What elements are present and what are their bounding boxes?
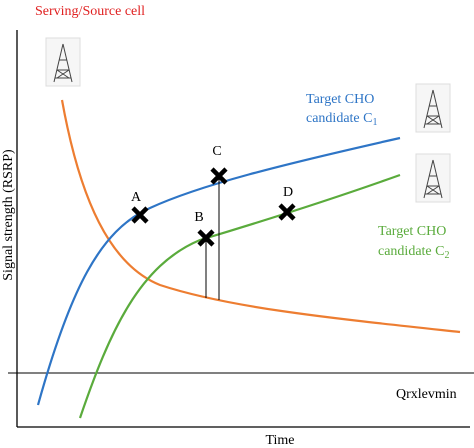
x-axis-label: Time — [265, 433, 294, 448]
marker-b — [197, 229, 215, 247]
target-c1-curve — [36, 136, 401, 406]
target-c2-label: candidate C2 — [378, 244, 449, 261]
target-c1-label: candidate C1 — [306, 111, 377, 128]
point-label: B — [194, 210, 203, 225]
target-c1-subscript: 1 — [372, 117, 377, 128]
threshold-label: Qrxlevmin — [396, 387, 457, 402]
tower-icon — [415, 153, 451, 203]
marker-c — [210, 167, 228, 185]
tower-icon — [415, 83, 451, 133]
point-label: D — [283, 185, 293, 200]
marker-d — [278, 203, 296, 221]
target-c2-text: candidate C — [378, 244, 444, 259]
tower-icon — [45, 37, 81, 87]
tower-icons — [45, 37, 451, 203]
target-c1-text: candidate C — [306, 111, 372, 126]
point-label: C — [212, 144, 221, 159]
serving-label: Serving/Source cell — [35, 4, 145, 19]
target-c2-curve — [78, 173, 401, 419]
target-c1-label: Target CHO — [306, 92, 374, 107]
point-label: A — [131, 190, 142, 205]
y-axis-label: Signal strength (RSRP) — [1, 149, 16, 281]
target-c2-subscript: 2 — [444, 250, 449, 261]
markers — [131, 167, 296, 247]
marker-a — [131, 206, 149, 224]
serving-curve — [60, 99, 461, 334]
target-c2-label: Target CHO — [378, 224, 446, 239]
